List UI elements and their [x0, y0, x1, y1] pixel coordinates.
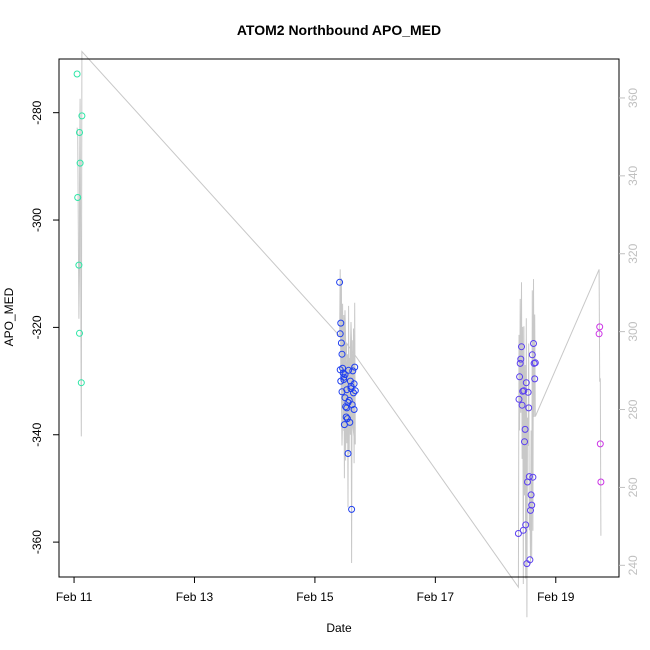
data-point: [336, 366, 344, 374]
data-point: [522, 521, 530, 529]
data-point: [527, 506, 534, 514]
data-point: [525, 404, 533, 412]
y2-tick-label: 260: [626, 477, 640, 497]
data-point: [75, 261, 83, 269]
series-trace-line: [76, 50, 602, 618]
data-point: [596, 440, 604, 448]
y-tick-label: -360: [30, 530, 44, 554]
data-point: [521, 425, 529, 433]
y-axis: -280 -300 -320 -340 -360: [30, 100, 59, 554]
y2-tick-label: 320: [626, 243, 640, 263]
data-point: [530, 340, 537, 347]
y-tick-label: -340: [30, 422, 44, 446]
chart-title: ATOM2 Northbound APO_MED: [237, 22, 441, 38]
data-point: [73, 70, 81, 78]
x-tick-label: Feb 13: [176, 590, 214, 604]
data-point: [74, 194, 82, 201]
data-point: [520, 387, 528, 395]
data-point: [338, 388, 346, 396]
data-point: [518, 401, 526, 409]
data-point: [516, 359, 524, 367]
data-point: [526, 556, 534, 564]
data-point: [346, 418, 354, 426]
data-point: [348, 401, 356, 409]
data-point: [518, 343, 525, 351]
y2-tick-label: 280: [626, 399, 640, 419]
data-point: [350, 380, 358, 388]
data-point: [340, 373, 348, 381]
x-axis-label: Date: [326, 621, 352, 635]
data-point: [522, 379, 530, 387]
data-point: [337, 319, 345, 327]
data-point: [521, 438, 528, 446]
y2-tick-label: 360: [626, 88, 640, 108]
data-point: [527, 491, 535, 499]
data-point: [595, 330, 603, 338]
x-tick-label: Feb 19: [537, 590, 575, 604]
data-point: [350, 406, 358, 413]
y-axis-label: APO_MED: [2, 287, 16, 346]
data-point: [342, 413, 350, 421]
y2-tick-label: 340: [626, 166, 640, 186]
y-tick-label: -300: [30, 208, 44, 232]
data-point: [597, 478, 605, 486]
data-point: [516, 373, 524, 381]
data-point: [528, 501, 536, 509]
data-point: [77, 379, 85, 387]
x-axis: Feb 11 Feb 13 Feb 15 Feb 17 Feb 19: [56, 576, 575, 604]
data-point: [344, 450, 352, 457]
data-point: [524, 388, 532, 396]
data-point: [517, 355, 525, 363]
data-point: [525, 473, 533, 481]
data-point: [336, 278, 344, 286]
y2-tick-label: 240: [626, 555, 640, 575]
y-tick-label: -280: [30, 100, 44, 124]
data-point: [76, 159, 84, 167]
x-tick-label: Feb 17: [417, 590, 455, 604]
data-point: [343, 415, 351, 423]
y-tick-label: -320: [30, 315, 44, 339]
data-point: [338, 350, 346, 358]
data-point: [336, 330, 344, 338]
data-point: [337, 339, 345, 347]
data-point: [343, 404, 351, 412]
data-point: [531, 359, 539, 367]
line-layer: [76, 50, 602, 618]
y2-axis: 240 260 280 300 320 340 360: [619, 88, 640, 575]
data-point: [76, 329, 83, 337]
data-point: [76, 129, 83, 136]
data-point: [345, 366, 353, 374]
data-point: [349, 367, 357, 375]
data-point: [515, 395, 523, 403]
data-point: [78, 112, 86, 120]
data-point: [351, 363, 359, 371]
data-point: [348, 505, 356, 513]
data-point: [596, 323, 604, 331]
y2-tick-label: 300: [626, 321, 640, 341]
data-point: [528, 351, 536, 359]
points-layer: [73, 70, 605, 568]
data-point: [514, 530, 522, 537]
data-point: [531, 375, 539, 383]
data-point: [529, 473, 537, 481]
data-point: [350, 389, 357, 397]
x-tick-label: Feb 11: [56, 590, 93, 604]
data-point: [351, 387, 359, 395]
x-tick-label: Feb 15: [296, 590, 334, 604]
